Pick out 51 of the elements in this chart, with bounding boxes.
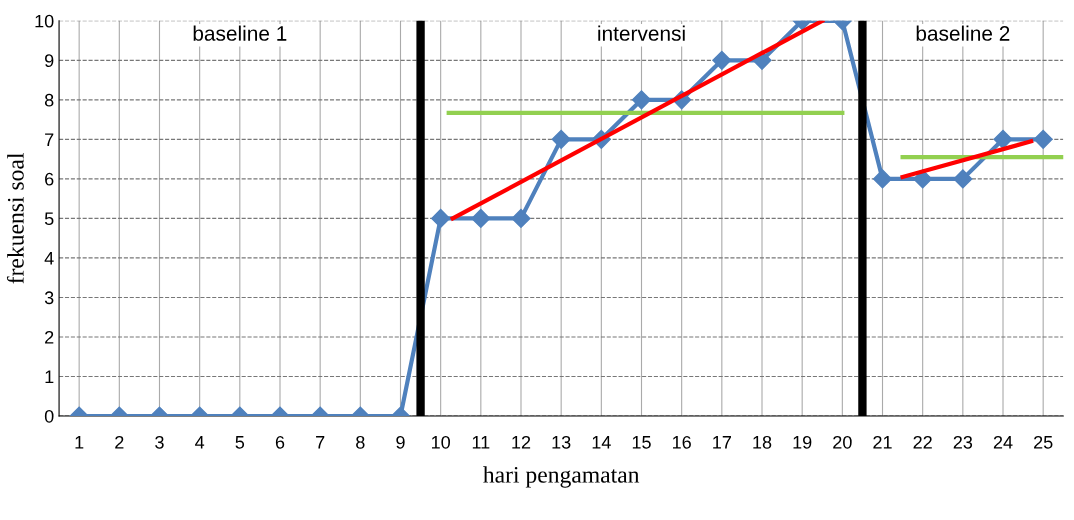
point [1033,129,1053,149]
x-tick-label: 5 [235,436,245,449]
x-tick-label: 20 [833,435,852,449]
y-tick-label: 4 [44,252,54,265]
x-tick-label: 25 [1034,435,1053,449]
y-tick-label: 7 [45,133,54,146]
point [993,129,1013,149]
x-tick-label: 16 [673,435,691,449]
point [511,208,531,228]
x-tick-label: 10 [432,435,450,449]
x-tick-label: 19 [793,435,812,449]
point [872,169,893,189]
x-tick-label: 23 [953,435,973,449]
x-tick-label: 8 [356,435,365,449]
point [471,208,491,228]
x-tick-label: 2 [115,435,124,449]
y-tick-label: 0 [44,409,54,423]
x-tick-label: 9 [396,435,405,449]
x-tick-label: 1 [75,436,84,449]
x-tick-label: 13 [552,435,571,449]
y-tick-label: 3 [44,291,54,305]
x-tick-label: 18 [753,435,772,449]
x-axis-title: hari pengamatan [483,466,640,488]
x-tick-label: 24 [993,435,1013,449]
x-tick-label: 14 [592,436,611,449]
point [551,129,571,149]
x-tick-label: 17 [713,436,731,449]
y-tick-label: 2 [45,330,54,344]
y-tick-label: 8 [44,93,54,107]
x-tick-label: 12 [512,435,531,449]
x-tick-label: 4 [195,436,205,449]
annotation: baseline 1 [193,25,287,41]
x-tick-label: 15 [632,436,651,449]
annotation: baseline 2 [916,25,1010,41]
y-axis-title: frekuensi soal [6,152,24,284]
annotation: intervensi [598,25,685,41]
y-tick-label: 10 [35,14,54,28]
x-tick-label: 21 [873,435,892,449]
y-tick-label: 9 [45,54,54,68]
point [631,90,652,110]
x-tick-label: 11 [472,436,490,449]
x-tick-label: 3 [155,435,164,449]
point [712,50,732,70]
y-tick-label: 1 [45,370,54,384]
y-tick-label: 5 [44,212,54,226]
x-tick-label: 22 [913,435,932,449]
x-tick-label: 6 [275,435,285,449]
point [431,208,451,228]
x-tick-label: 7 [316,436,325,449]
y-tick-label: 6 [45,172,54,186]
point [953,169,973,189]
